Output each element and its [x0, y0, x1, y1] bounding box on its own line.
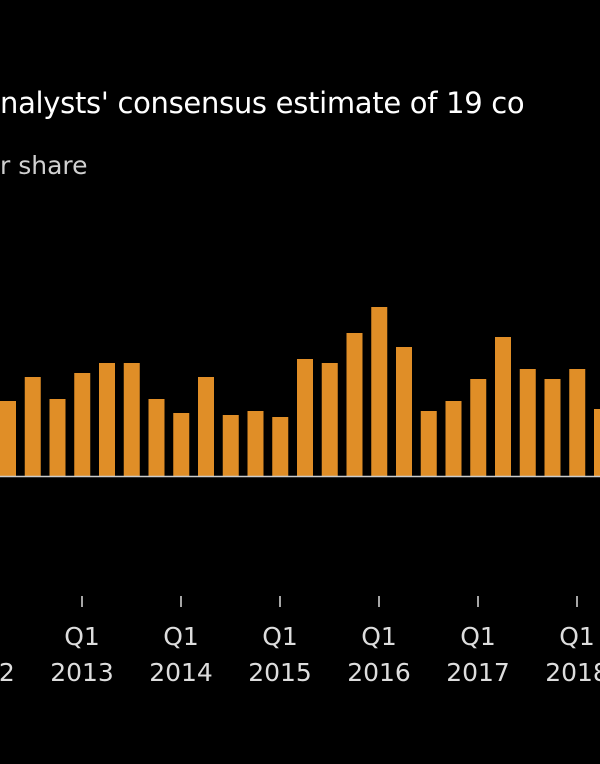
x-tick-label-quarter: Q1 [64, 622, 100, 651]
chart-title: nalysts' consensus estimate of 19 co [0, 86, 525, 120]
bar-q1-2016 [371, 307, 388, 476]
x-tick-label-quarter: Q1 [163, 622, 199, 651]
bar-q2-2014 [198, 377, 214, 476]
bar-q4-2015 [346, 333, 363, 476]
bars-group [0, 307, 600, 476]
bar-q4-2012 [49, 399, 66, 476]
bar-q1-2014 [173, 413, 190, 476]
bar-q3-2015 [321, 363, 338, 476]
bar-q2-2013 [99, 363, 115, 476]
bar-q2-2016 [396, 347, 412, 476]
x-tick-label-quarter: Q1 [460, 622, 496, 651]
bar-q1-2015 [272, 417, 289, 476]
x-tick-label-quarter: Q1 [0, 622, 1, 651]
bar-q1-2017 [470, 379, 487, 476]
bar-q1-2018 [569, 369, 586, 476]
bar-q4-2014 [247, 411, 264, 476]
x-tick-label-year: 2014 [149, 658, 213, 687]
x-tick-label-year: 2013 [50, 658, 114, 687]
chart-subtitle: r share [0, 151, 88, 180]
x-axis: Q1 2012 Q1 2013 Q1 2014 Q1 2015 Q1 2016 Q1 2017 Q1 20… [0, 596, 600, 687]
bar-q4-2017 [544, 379, 561, 476]
bar-q3-2014 [222, 415, 239, 476]
x-tick-label-year: 2018 [545, 658, 600, 687]
x-tick-label-quarter: Q1 [361, 622, 397, 651]
bar-q2-2012 [0, 401, 16, 476]
bar-q3-2016 [420, 411, 437, 476]
bar-q3-2012 [24, 377, 41, 476]
x-tick-label-year: 2016 [347, 658, 411, 687]
x-tick-label-quarter: Q1 [559, 622, 595, 651]
x-tick-label-year: 2015 [248, 658, 312, 687]
x-tick-label-quarter: Q1 [262, 622, 298, 651]
bar-q1-2013 [74, 373, 91, 476]
bar-q3-2017 [519, 369, 536, 476]
bar-q3-2013 [123, 363, 140, 476]
bar-q4-2013 [148, 399, 165, 476]
bar-q2-2017 [495, 337, 511, 476]
bar-q2-2015 [297, 359, 313, 476]
x-tick-label-year: 2017 [446, 658, 510, 687]
bar-q4-2016 [445, 401, 462, 476]
x-tick-label-year: 2012 [0, 658, 15, 687]
bar-q2-2018 [594, 409, 600, 476]
